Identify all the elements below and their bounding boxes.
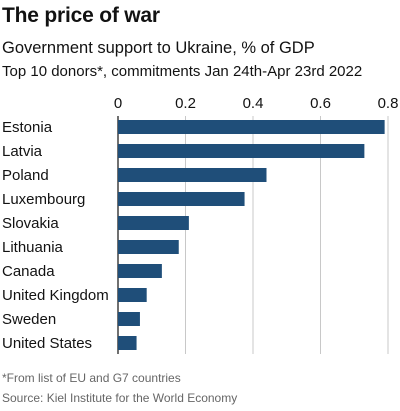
x-tick-label: 0.4 xyxy=(243,95,264,112)
x-tick-label: 0.8 xyxy=(378,95,399,112)
category-label: Canada xyxy=(2,263,55,280)
category-label: Slovakia xyxy=(2,215,59,232)
source-note: Source: Kiel Institute for the World Eco… xyxy=(2,391,238,405)
bar-united-states xyxy=(118,336,137,350)
category-label: Sweden xyxy=(2,311,56,328)
x-tick-label: 0.6 xyxy=(310,95,331,112)
bar-slovakia xyxy=(118,216,189,230)
category-label: Latvia xyxy=(2,143,43,160)
x-tick-label: 0 xyxy=(114,95,122,112)
x-tick-label: 0.2 xyxy=(175,95,196,112)
chart-title: The price of war xyxy=(2,4,160,27)
bar-united-kingdom xyxy=(118,288,147,302)
footnote: *From list of EU and G7 countries xyxy=(2,371,181,385)
bar-chart: 0 0.2 0.4 0.6 0.8 Estonia Latvia Poland Luxembou… xyxy=(2,95,399,354)
bar-latvia xyxy=(118,144,365,158)
bar-canada xyxy=(118,264,162,278)
bar-sweden xyxy=(118,312,140,326)
bar-estonia xyxy=(118,120,385,134)
category-label: Poland xyxy=(2,167,49,184)
bar-lithuania xyxy=(118,240,179,254)
category-label: Lithuania xyxy=(2,239,64,256)
category-label: Estonia xyxy=(2,119,53,136)
bar-poland xyxy=(118,168,267,182)
category-label: United States xyxy=(2,335,92,352)
chart-description: Top 10 donors*, commitments Jan 24th-Apr… xyxy=(2,63,363,80)
chart-subtitle: Government support to Ukraine, % of GDP xyxy=(2,39,315,57)
category-label: Luxembourg xyxy=(2,191,85,208)
category-label: United Kingdom xyxy=(2,287,109,304)
bar-luxembourg xyxy=(118,192,245,206)
